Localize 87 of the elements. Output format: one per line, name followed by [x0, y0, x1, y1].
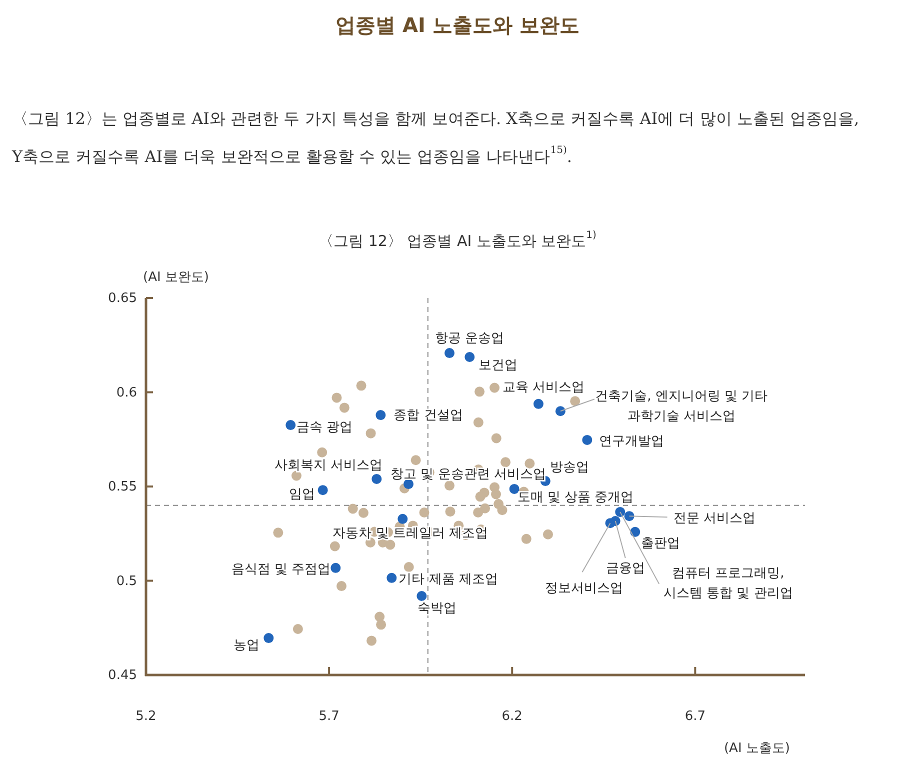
- point: [491, 489, 501, 500]
- point: [630, 526, 640, 537]
- annotation: 종합 건설업: [394, 408, 463, 423]
- point: [542, 529, 553, 540]
- point: [605, 518, 616, 528]
- point: [473, 417, 484, 428]
- point: [286, 420, 296, 430]
- point: [419, 508, 430, 518]
- point: [474, 386, 485, 397]
- x-tick-label: 6.2: [502, 708, 522, 724]
- point: [366, 636, 377, 646]
- point: [385, 540, 396, 550]
- annotation: 항공 운송업: [434, 330, 504, 346]
- point: [332, 392, 342, 403]
- point: [533, 398, 544, 409]
- x-tick-label: 6.7: [684, 708, 706, 724]
- annotation: 방송업: [550, 460, 589, 475]
- annotation: 출판업: [641, 535, 680, 550]
- point: [570, 396, 580, 406]
- x-tick-label: 5.7: [318, 708, 340, 724]
- chart-title: 업종별 AI 노출도와 보완도: [336, 13, 580, 37]
- point: [398, 514, 408, 524]
- point: [292, 624, 303, 634]
- annotation: 연구개발업: [599, 433, 664, 448]
- x-axis-title: (AI 노출도): [724, 740, 790, 756]
- point: [330, 541, 340, 552]
- annotation: 기타 제품 제조업: [398, 571, 498, 586]
- point: [372, 474, 382, 484]
- y-tick-label: 0.65: [108, 290, 137, 306]
- point: [491, 433, 502, 444]
- point: [473, 508, 484, 518]
- annotation: 건축기술, 엔지니어링 및 기타 과학기술 서비스업: [595, 388, 768, 424]
- point: [330, 562, 341, 573]
- y-tick-label: 0.5: [116, 573, 137, 588]
- point: [376, 410, 386, 420]
- point: [509, 484, 520, 494]
- annotation: 음식점 및 주점업: [231, 561, 331, 576]
- annotation: 농업: [234, 638, 260, 653]
- y-tick-label: 0.6: [116, 384, 137, 400]
- point: [336, 581, 347, 592]
- annotation: 보건업: [478, 358, 518, 372]
- annotation: 교육 서비스업: [502, 379, 585, 394]
- point: [273, 528, 284, 538]
- point: [500, 457, 511, 468]
- y-tick-label: 0.45: [108, 668, 137, 682]
- point: [376, 620, 386, 630]
- point: [404, 479, 414, 490]
- point: [366, 428, 376, 438]
- point: [524, 458, 535, 469]
- point: [416, 591, 427, 602]
- point: [624, 511, 634, 522]
- point: [464, 352, 475, 362]
- point: [264, 633, 274, 644]
- annotation: 컴퓨터 프로그래밍, 시스템 통합 및 관리업: [663, 565, 793, 600]
- y-axis-title: (AI 보완도): [143, 270, 210, 284]
- point: [358, 508, 368, 518]
- point: [475, 492, 486, 502]
- point: [356, 380, 366, 391]
- annotation: 사회복지 서비스업: [274, 457, 383, 472]
- point: [444, 348, 455, 358]
- annotation: 전문 서비스업: [673, 510, 756, 526]
- point: [410, 455, 421, 466]
- text: 〈그림 12〉는 업종별로 AI와 관련한 두 가지 특성을 함께 보여준다. X축으로 커질수록 AI에 더 많이 노출된 업종임을, Y축으로 커질수록 AI를 더욱 보완적으로 활용할 수 있는 업종임을 나타낸다$^{15)}$.: [11, 108, 860, 166]
- y-tick-label: 0.55: [108, 479, 137, 494]
- annotation: 금속 광업: [296, 420, 353, 435]
- point: [339, 402, 350, 413]
- point: [582, 434, 592, 445]
- point: [386, 572, 397, 583]
- point: [317, 447, 328, 458]
- point: [348, 504, 358, 514]
- annotation: 도매 및 상품 중개업: [517, 489, 634, 504]
- point: [318, 485, 328, 496]
- annotation: 금융업: [606, 560, 645, 576]
- point: [404, 562, 414, 572]
- annotation: 임업: [288, 486, 315, 502]
- point: [615, 506, 626, 517]
- point: [497, 505, 508, 516]
- point: [444, 480, 455, 491]
- point: [291, 470, 302, 481]
- chart-subtitle: 〈그림 12〉 업종별 AI 노출도와 보완도$^{1)}$: [318, 230, 597, 250]
- point: [445, 506, 456, 517]
- point: [490, 382, 500, 393]
- point: [555, 406, 566, 416]
- annotation: 정보서비스업: [545, 580, 624, 596]
- x-tick-label: 5.2: [136, 708, 156, 724]
- annotation: 숙박업: [418, 600, 457, 616]
- point: [521, 534, 532, 544]
